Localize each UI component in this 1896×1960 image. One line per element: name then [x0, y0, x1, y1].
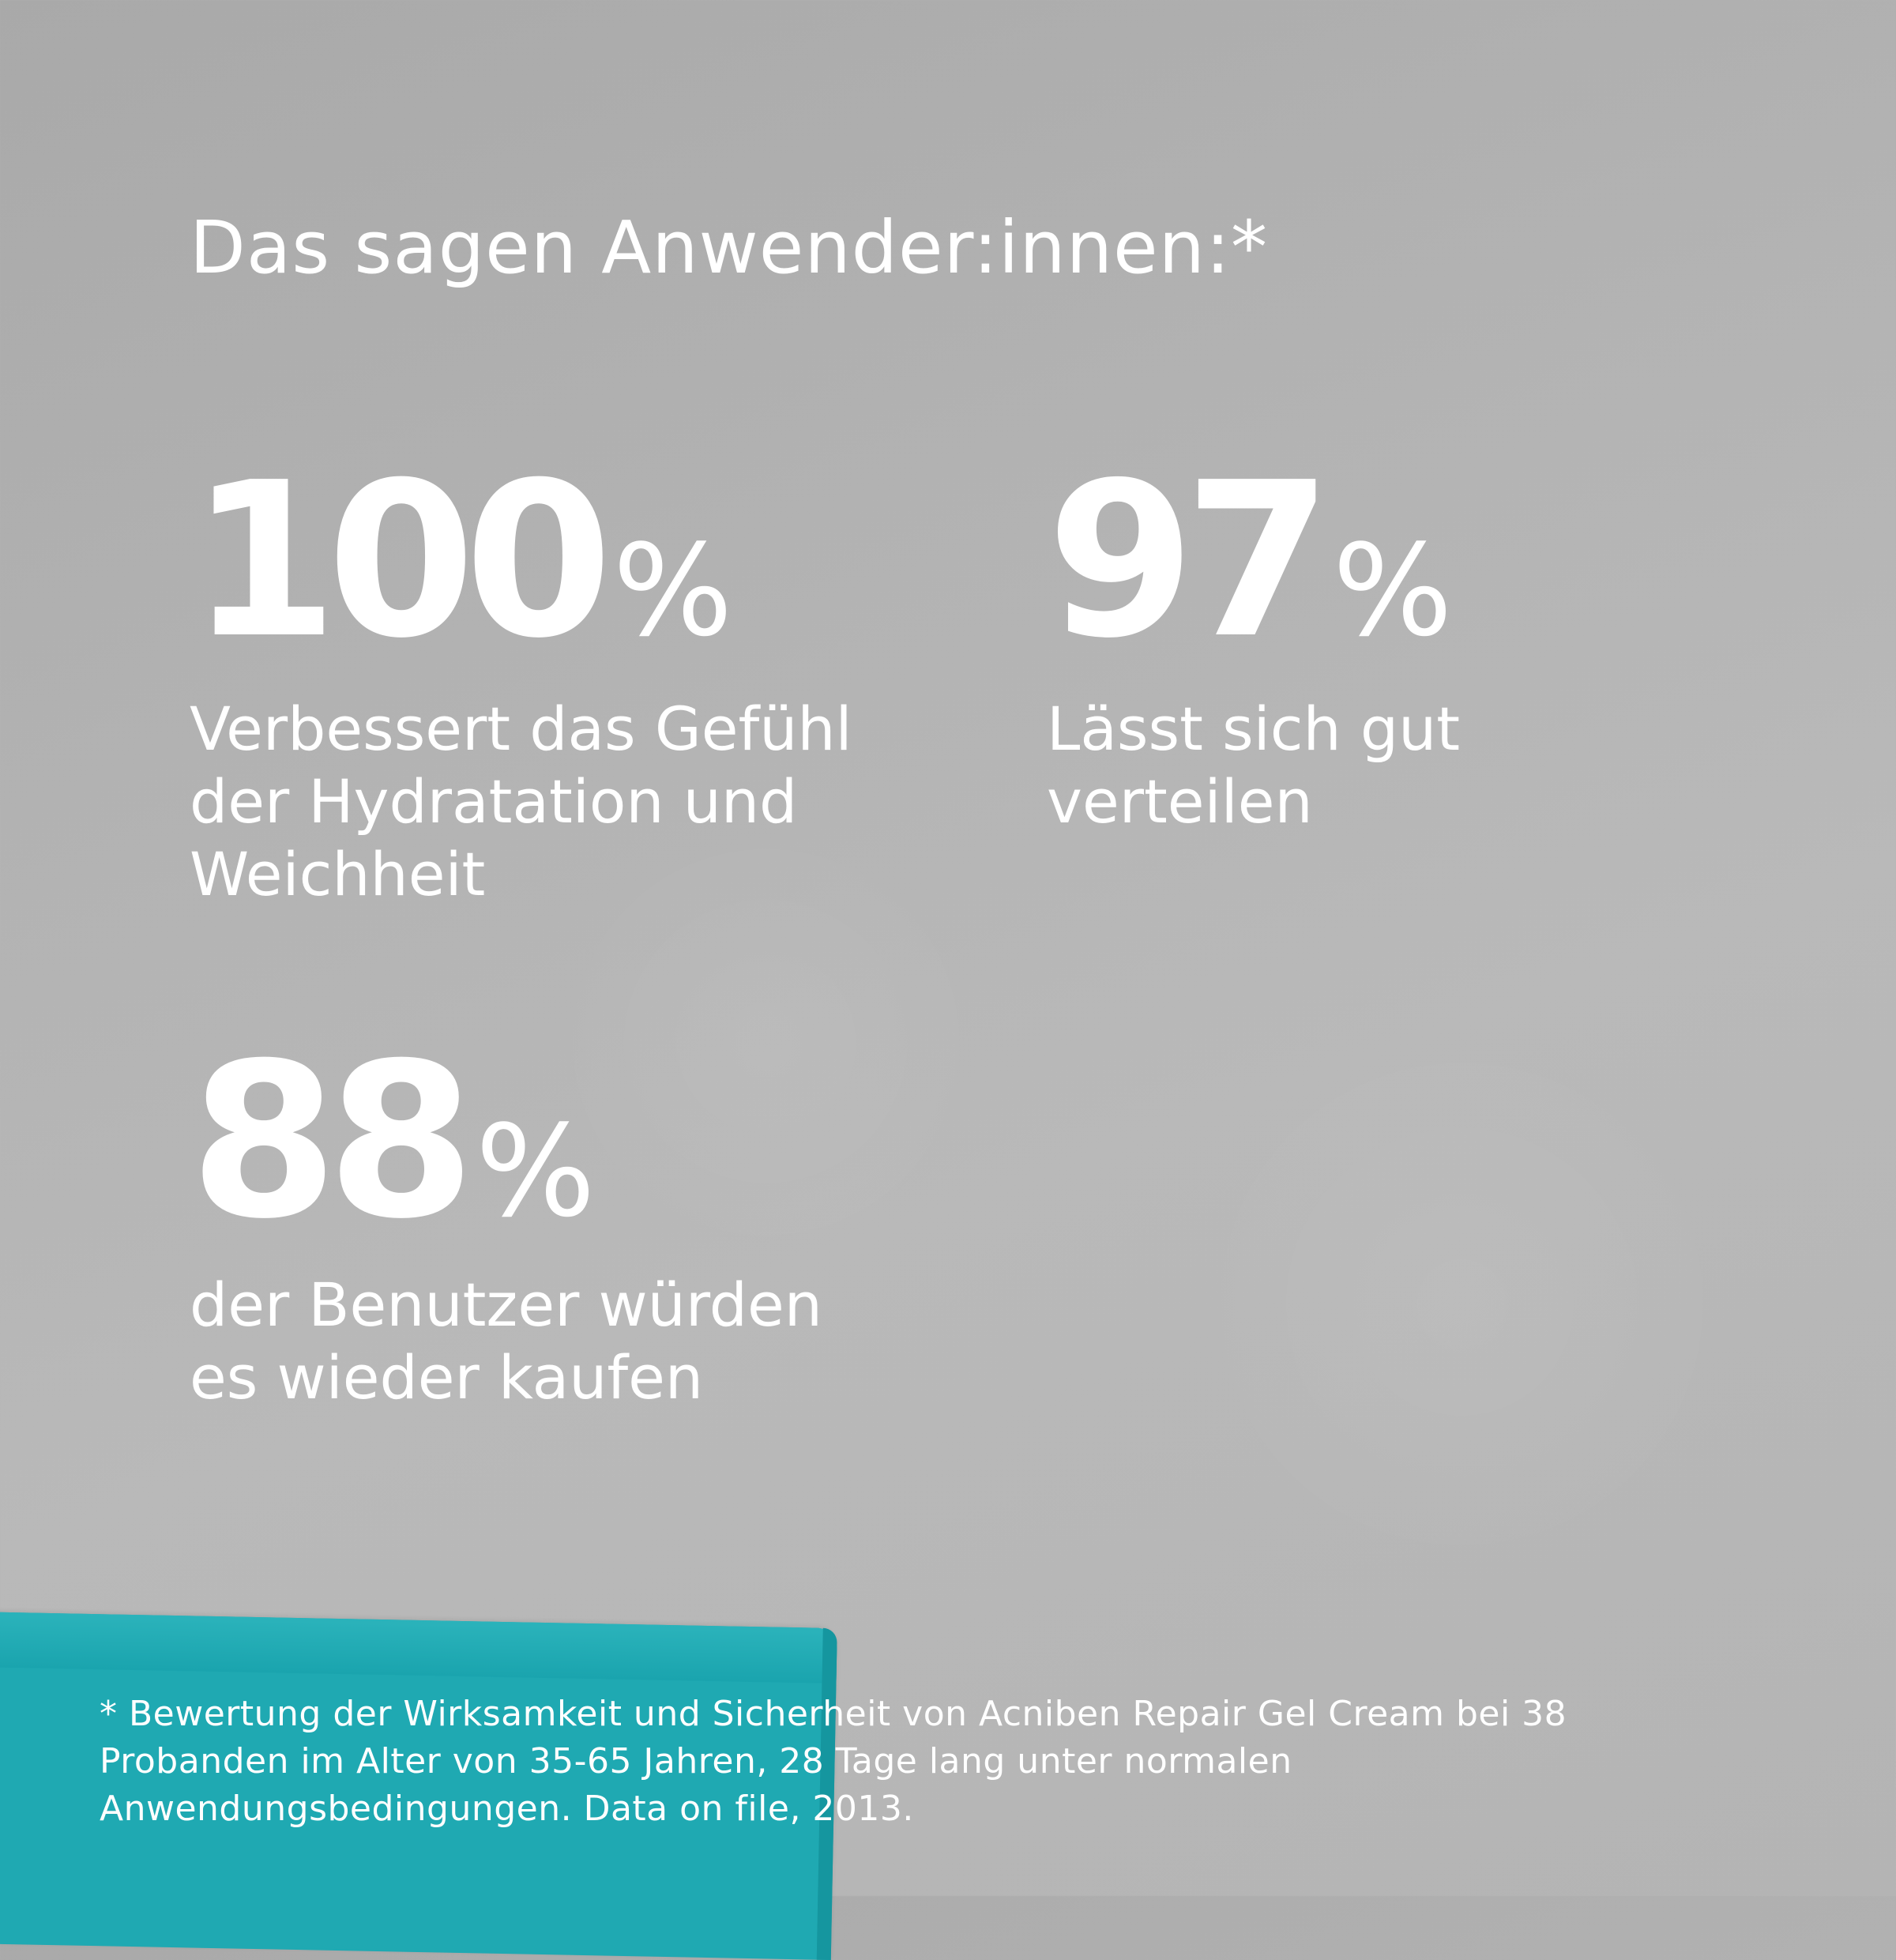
- product-box-rim: [0, 1612, 837, 1684]
- percent-sign: %: [1332, 517, 1453, 664]
- stat-value: 88 %: [190, 1035, 822, 1248]
- stat-value: 97 %: [1047, 454, 1460, 668]
- percent-sign: %: [475, 1097, 596, 1245]
- stat-label-line: der Benutzer würden: [190, 1270, 822, 1340]
- stat-label-line: Weichheit: [190, 839, 486, 909]
- stat-number: 88: [190, 1017, 476, 1266]
- footnote-line: Probanden im Alter von 35-65 Jahren, 28 …: [100, 1741, 1292, 1781]
- stat-value: 100 %: [190, 454, 852, 668]
- footnote-line: Anwendungsbedingungen. Data on file, 201…: [100, 1789, 914, 1829]
- percent-sign: %: [612, 517, 733, 664]
- stat-label: Verbessert das Gefühl der Hydratation un…: [190, 693, 852, 911]
- stat-number: 97: [1047, 436, 1333, 685]
- footnote-line: * Bewertung der Wirksamkeit und Sicherhe…: [100, 1694, 1567, 1734]
- background-glow: [545, 822, 988, 1264]
- stat-spreadability: 97 % Lässt sich gut verteilen: [1047, 454, 1460, 838]
- stat-label-line: verteilen: [1047, 766, 1313, 837]
- headline: Das sagen Anwender:innen:*: [190, 205, 1268, 290]
- stat-label: der Benutzer würden es wieder kaufen: [190, 1269, 822, 1414]
- stat-label-line: Lässt sich gut: [1047, 694, 1461, 764]
- stat-hydration: 100 % Verbessert das Gefühl der Hydratat…: [190, 454, 852, 911]
- stat-label-line: Verbessert das Gefühl: [190, 694, 852, 764]
- stat-label-line: der Hydratation und: [190, 766, 798, 837]
- stat-number: 100: [190, 436, 613, 685]
- footnote: * Bewertung der Wirksamkeit und Sicherhe…: [100, 1691, 1759, 1833]
- stat-repurchase: 88 % der Benutzer würden es wieder kaufe…: [190, 1035, 822, 1414]
- background-glow: [1185, 1027, 1738, 1580]
- stat-label: Lässt sich gut verteilen: [1047, 693, 1460, 838]
- stat-label-line: es wieder kaufen: [190, 1342, 704, 1413]
